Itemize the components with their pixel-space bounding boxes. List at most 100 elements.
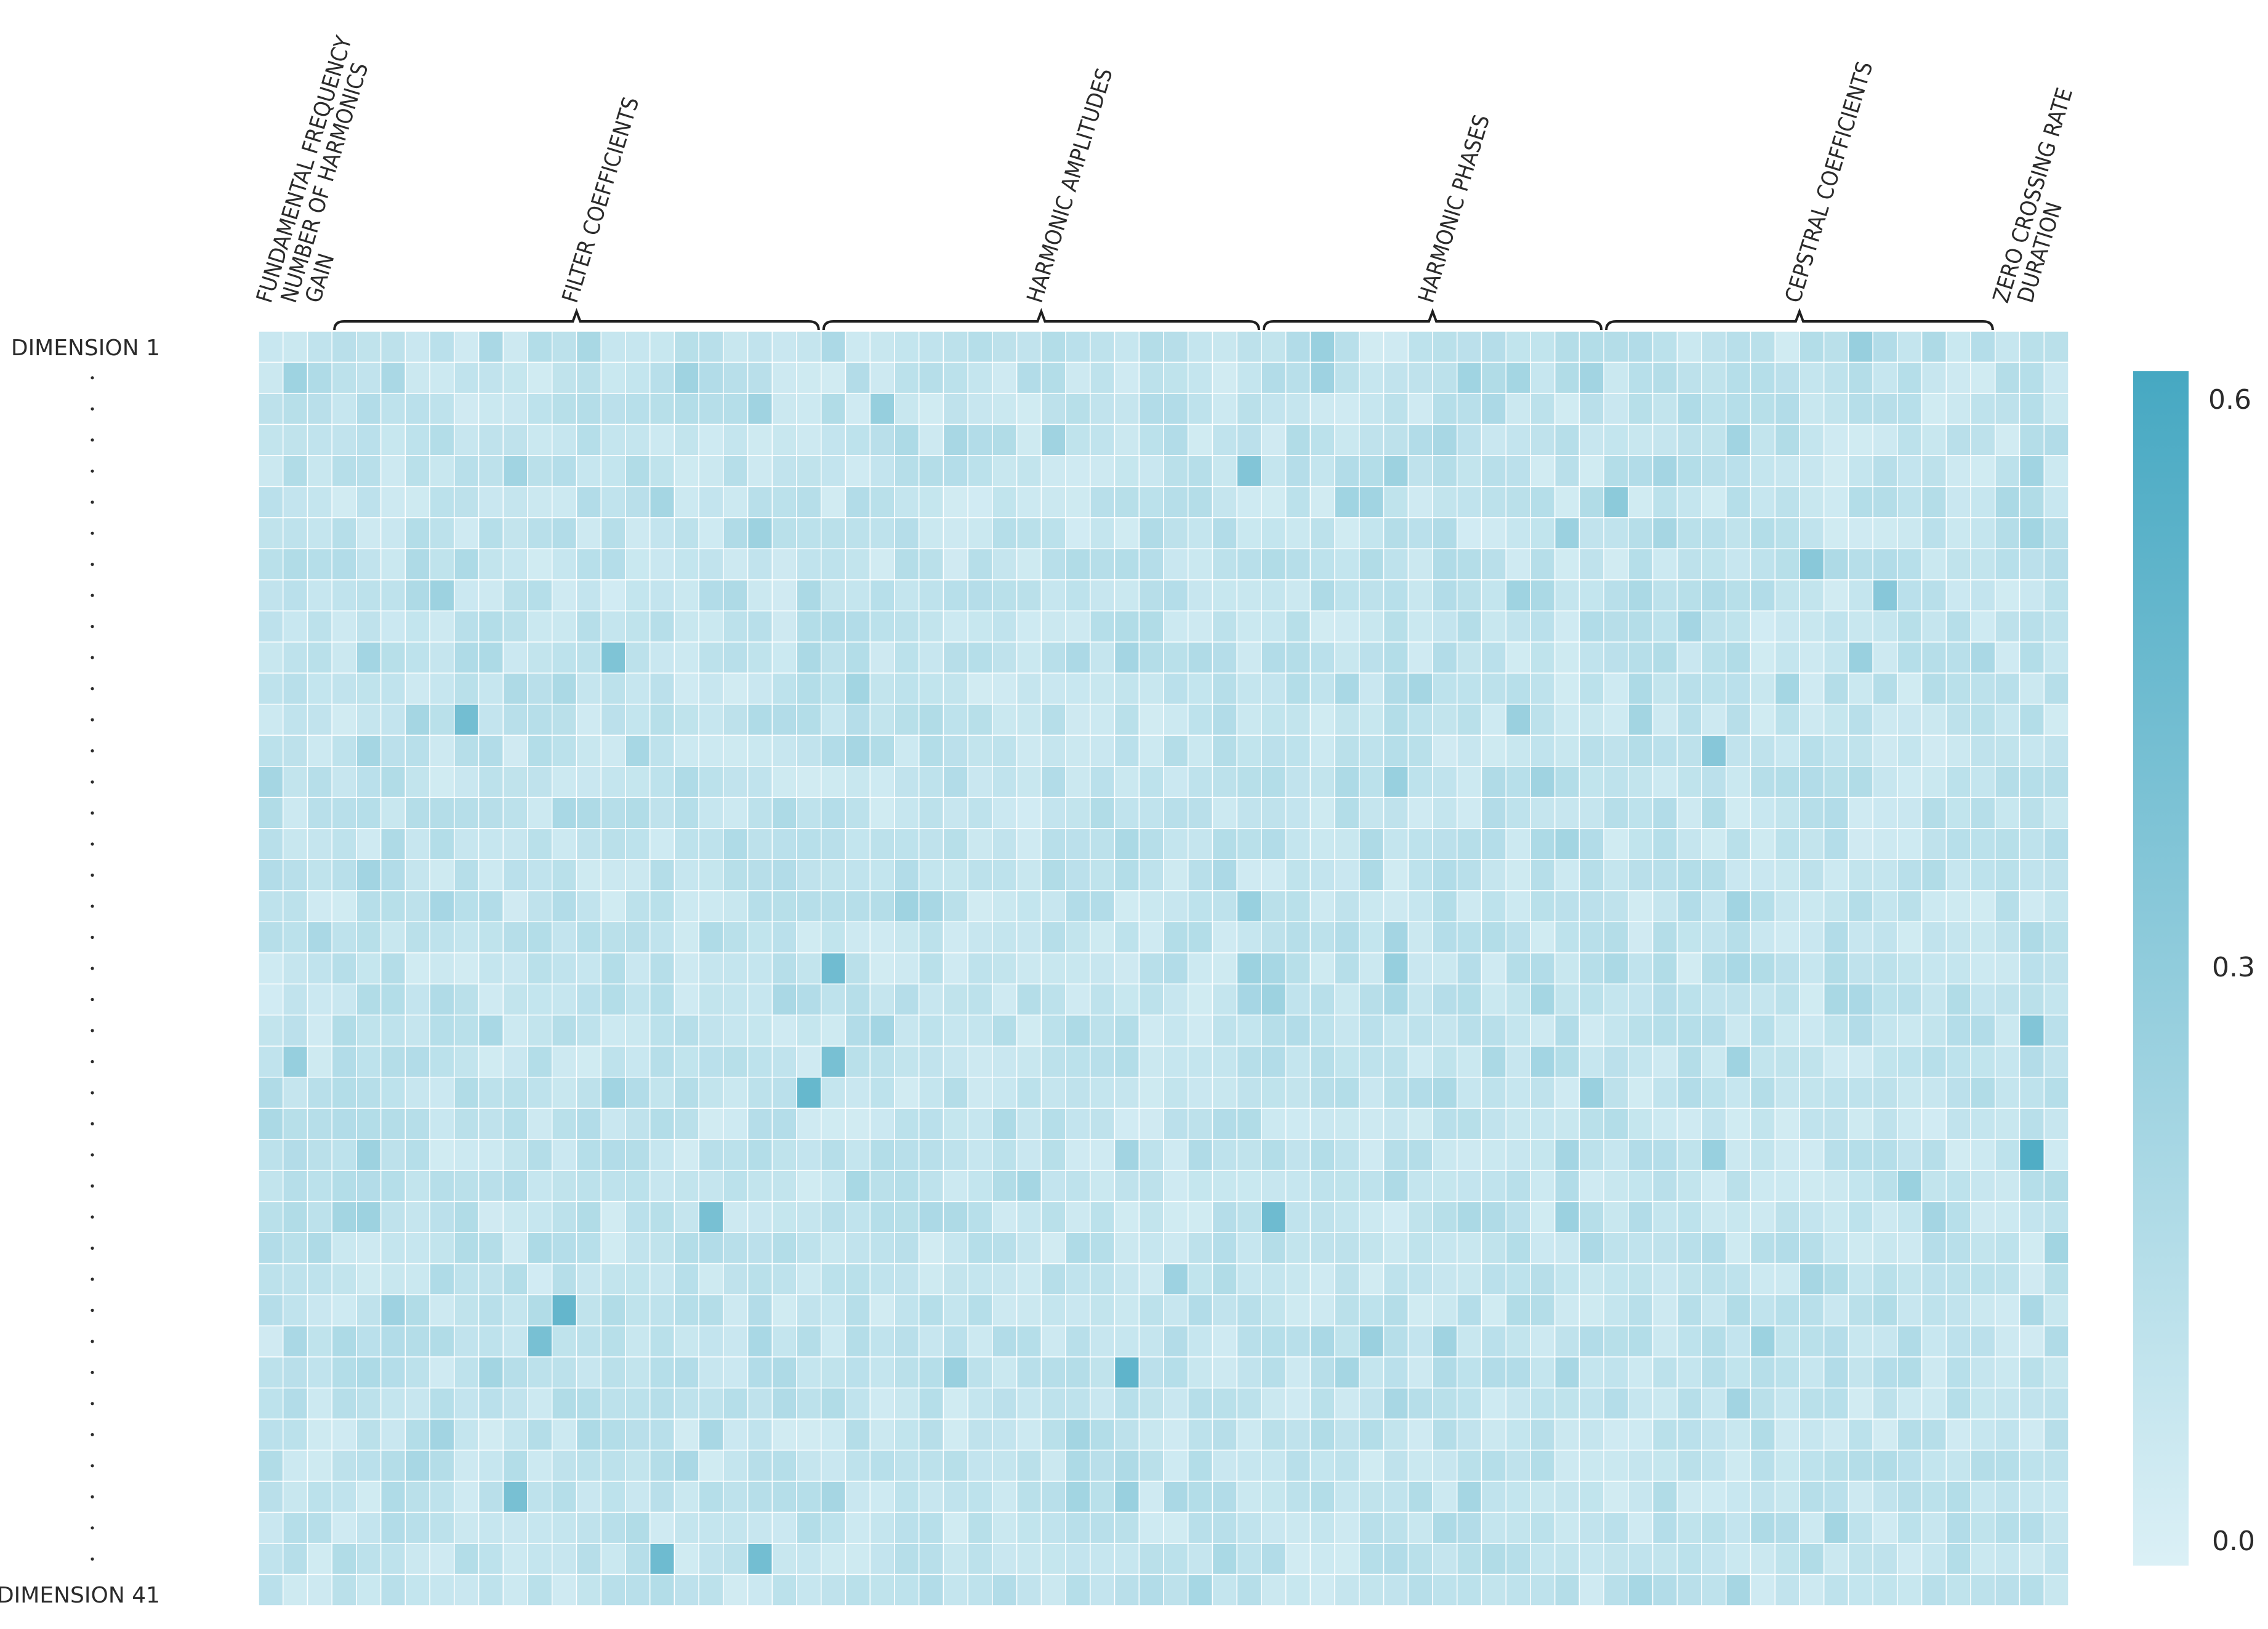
heatmap-cell — [1676, 983, 1702, 1016]
heatmap-cell — [1114, 1045, 1140, 1078]
heatmap-cell — [331, 642, 357, 674]
heatmap-cell — [992, 828, 1018, 861]
heatmap-cell — [1065, 1294, 1091, 1327]
heatmap-cell — [1970, 331, 1996, 363]
heatmap-cell — [478, 517, 504, 550]
heatmap-cell — [1016, 455, 1042, 488]
heatmap-cell — [1114, 610, 1140, 643]
heatmap-cell — [600, 1449, 626, 1482]
heatmap-cell — [307, 424, 332, 456]
heatmap-cell — [380, 704, 406, 736]
heatmap-cell — [258, 642, 284, 674]
heatmap-cell — [307, 642, 332, 674]
heatmap-cell — [821, 393, 846, 425]
heatmap-cell — [1090, 486, 1116, 518]
heatmap-cell — [1359, 672, 1385, 705]
heatmap-cell — [1359, 579, 1385, 612]
heatmap-cell — [1065, 1543, 1091, 1575]
heatmap-cell — [943, 1170, 968, 1202]
heatmap-cell — [356, 455, 382, 488]
heatmap-cell — [1236, 331, 1262, 363]
heatmap-cell — [1945, 424, 1971, 456]
heatmap-cell — [1945, 1543, 1971, 1575]
heatmap-cell — [1603, 983, 1629, 1016]
heatmap-cell — [282, 424, 308, 456]
heatmap-cell — [1187, 859, 1213, 891]
heatmap-cell — [1457, 1294, 1482, 1327]
heatmap-cell — [698, 734, 724, 767]
heatmap-cell — [1090, 517, 1116, 550]
heatmap-cell — [943, 455, 968, 488]
heatmap-cell — [1505, 548, 1531, 581]
heatmap-cell — [1334, 797, 1360, 829]
heatmap-cell — [1481, 766, 1506, 798]
row-ellipsis-dot — [90, 1029, 94, 1032]
heatmap-cell — [747, 1138, 773, 1171]
heatmap-cell — [967, 859, 993, 891]
heatmap-cell — [1383, 424, 1409, 456]
heatmap-cell — [1285, 642, 1311, 674]
heatmap-cell — [1921, 548, 1947, 581]
row-ellipsis-dot — [90, 1060, 94, 1064]
heatmap-cell — [723, 1325, 749, 1358]
heatmap-cell — [1016, 1511, 1042, 1544]
heatmap-cell — [600, 1481, 626, 1513]
heatmap-cell — [625, 424, 651, 456]
heatmap-cell — [894, 704, 920, 736]
heatmap-cell — [576, 331, 601, 363]
heatmap-cell — [1945, 1356, 1971, 1389]
heatmap-cell — [796, 766, 822, 798]
heatmap-cell — [967, 797, 993, 829]
heatmap-cell — [454, 455, 480, 488]
heatmap-cell — [380, 1076, 406, 1109]
heatmap-cell — [723, 393, 749, 425]
heatmap-cell — [1848, 890, 1873, 923]
heatmap-cell — [869, 548, 895, 581]
heatmap-cell — [2043, 610, 2069, 643]
heatmap-cell — [2019, 704, 2045, 736]
heatmap-cell — [1652, 1574, 1678, 1606]
heatmap-cell — [1114, 1014, 1140, 1047]
heatmap-cell — [845, 1387, 871, 1420]
heatmap-cell — [1114, 672, 1140, 705]
heatmap-cell — [1995, 1387, 2021, 1420]
heatmap-cell — [1701, 734, 1727, 767]
heatmap-cell — [552, 1294, 577, 1327]
heatmap-cell — [307, 610, 332, 643]
heatmap-cell — [1481, 952, 1506, 985]
heatmap-cell — [1383, 1356, 1409, 1389]
heatmap-cell — [1016, 1232, 1042, 1265]
heatmap-cell — [1114, 1201, 1140, 1233]
heatmap-cell — [894, 455, 920, 488]
heatmap-cell — [1823, 548, 1849, 581]
heatmap-cell — [845, 1449, 871, 1482]
heatmap-cell — [356, 1387, 382, 1420]
heatmap-cell — [404, 704, 430, 736]
heatmap-cell — [1750, 1418, 1775, 1451]
heatmap-cell — [869, 1574, 895, 1606]
heatmap-cell — [1016, 424, 1042, 456]
heatmap-cell — [1065, 424, 1091, 456]
heatmap-cell — [1774, 1543, 1800, 1575]
heatmap-cell — [356, 1481, 382, 1513]
heatmap-cell — [674, 1511, 699, 1544]
column-group-brackets — [333, 308, 1994, 331]
heatmap-cell — [1187, 424, 1213, 456]
heatmap-cell — [429, 1045, 455, 1078]
heatmap-cell — [992, 1076, 1018, 1109]
heatmap-cell — [992, 1045, 1018, 1078]
heatmap-cell — [1774, 1418, 1800, 1451]
heatmap-cell — [1212, 1481, 1237, 1513]
heatmap-cell — [821, 548, 846, 581]
heatmap-cell — [404, 1045, 430, 1078]
heatmap-cell — [1530, 1387, 1556, 1420]
heatmap-cell — [649, 517, 675, 550]
heatmap-cell — [649, 1511, 675, 1544]
heatmap-cell — [1848, 1543, 1873, 1575]
heatmap-cell — [331, 1356, 357, 1389]
heatmap-cell — [967, 331, 993, 363]
heatmap-cell — [1701, 393, 1727, 425]
heatmap-cell — [943, 1449, 968, 1482]
heatmap-cell — [454, 642, 480, 674]
heatmap-cell — [282, 1574, 308, 1606]
